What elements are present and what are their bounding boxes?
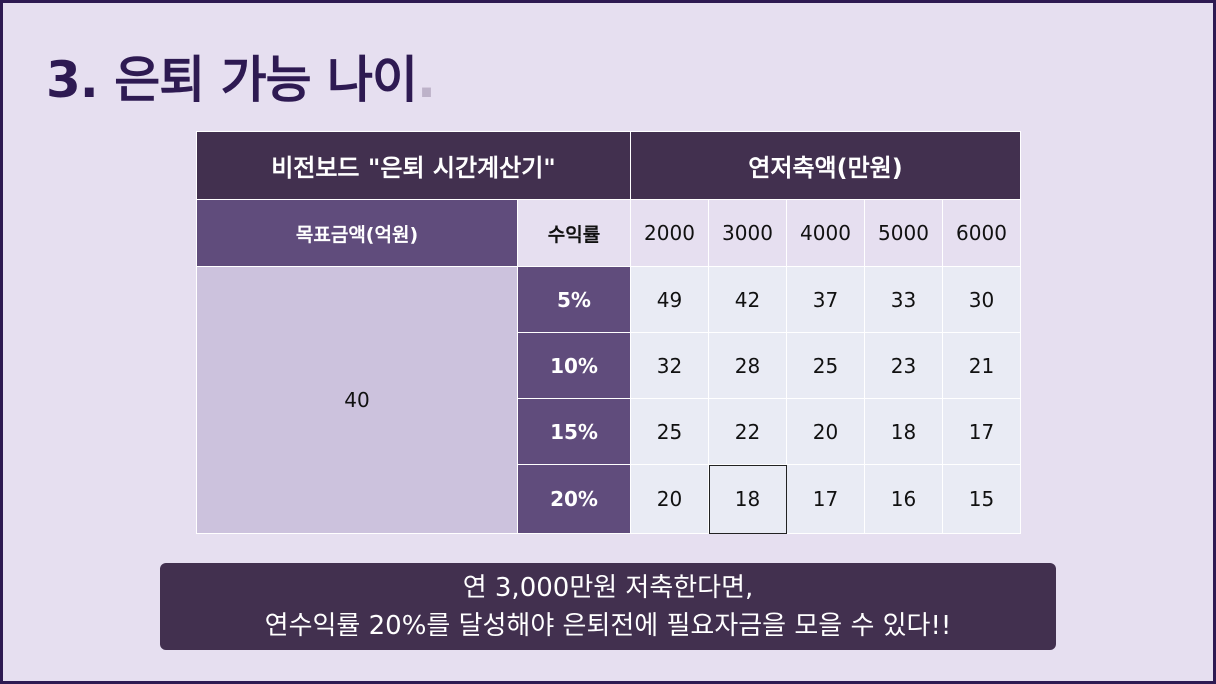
callout-line-1: 연 3,000만원 저축한다면, xyxy=(462,572,754,603)
return-rate-label: 수익률 xyxy=(517,199,631,267)
table-cell: 33 xyxy=(864,266,943,333)
goal-amount-value: 40 xyxy=(196,266,518,534)
table-cell: 21 xyxy=(942,332,1021,399)
rate-cell: 5% xyxy=(517,266,631,333)
page-title: 3. 은퇴 가능 나이. xyxy=(46,40,436,112)
savings-column-header: 5000 xyxy=(864,199,943,267)
table-cell: 17 xyxy=(942,398,1021,465)
retirement-age-table: 비전보드 "은퇴 시간계산기" 연저축액(만원) 목표금액(억원) 수익률 20… xyxy=(196,131,1021,534)
table-cell: 16 xyxy=(864,464,943,534)
table-cell: 20 xyxy=(630,464,709,534)
savings-column-header: 2000 xyxy=(630,199,709,267)
table-cell: 23 xyxy=(864,332,943,399)
table-cell: 20 xyxy=(786,398,865,465)
savings-column-header: 3000 xyxy=(708,199,787,267)
table-cell: 18 xyxy=(864,398,943,465)
table-cell: 30 xyxy=(942,266,1021,333)
highlighted-cell: 18 xyxy=(708,464,787,534)
table-cell: 49 xyxy=(630,266,709,333)
header-annual-savings: 연저축액(만원) xyxy=(630,131,1021,200)
goal-amount-label: 목표금액(억원) xyxy=(196,199,518,267)
callout-line-2: 연수익률 20%를 달성해야 은퇴전에 필요자금을 모을 수 있다!! xyxy=(264,610,952,641)
rate-cell: 15% xyxy=(517,398,631,465)
rate-cell: 20% xyxy=(517,464,631,534)
conclusion-callout: 연 3,000만원 저축한다면, 연수익률 20%를 달성해야 은퇴전에 필요자… xyxy=(160,563,1056,650)
table-cell: 22 xyxy=(708,398,787,465)
table-cell: 37 xyxy=(786,266,865,333)
table-cell: 25 xyxy=(630,398,709,465)
title-dot: . xyxy=(417,51,436,109)
table-cell: 17 xyxy=(786,464,865,534)
table-cell: 42 xyxy=(708,266,787,333)
table-cell: 25 xyxy=(786,332,865,399)
header-calculator-title: 비전보드 "은퇴 시간계산기" xyxy=(196,131,631,200)
savings-column-header: 6000 xyxy=(942,199,1021,267)
table-cell: 15 xyxy=(942,464,1021,534)
savings-column-header: 4000 xyxy=(786,199,865,267)
table-cell: 28 xyxy=(708,332,787,399)
title-text: 3. 은퇴 가능 나이 xyxy=(46,51,418,109)
table-cell: 32 xyxy=(630,332,709,399)
rate-cell: 10% xyxy=(517,332,631,399)
